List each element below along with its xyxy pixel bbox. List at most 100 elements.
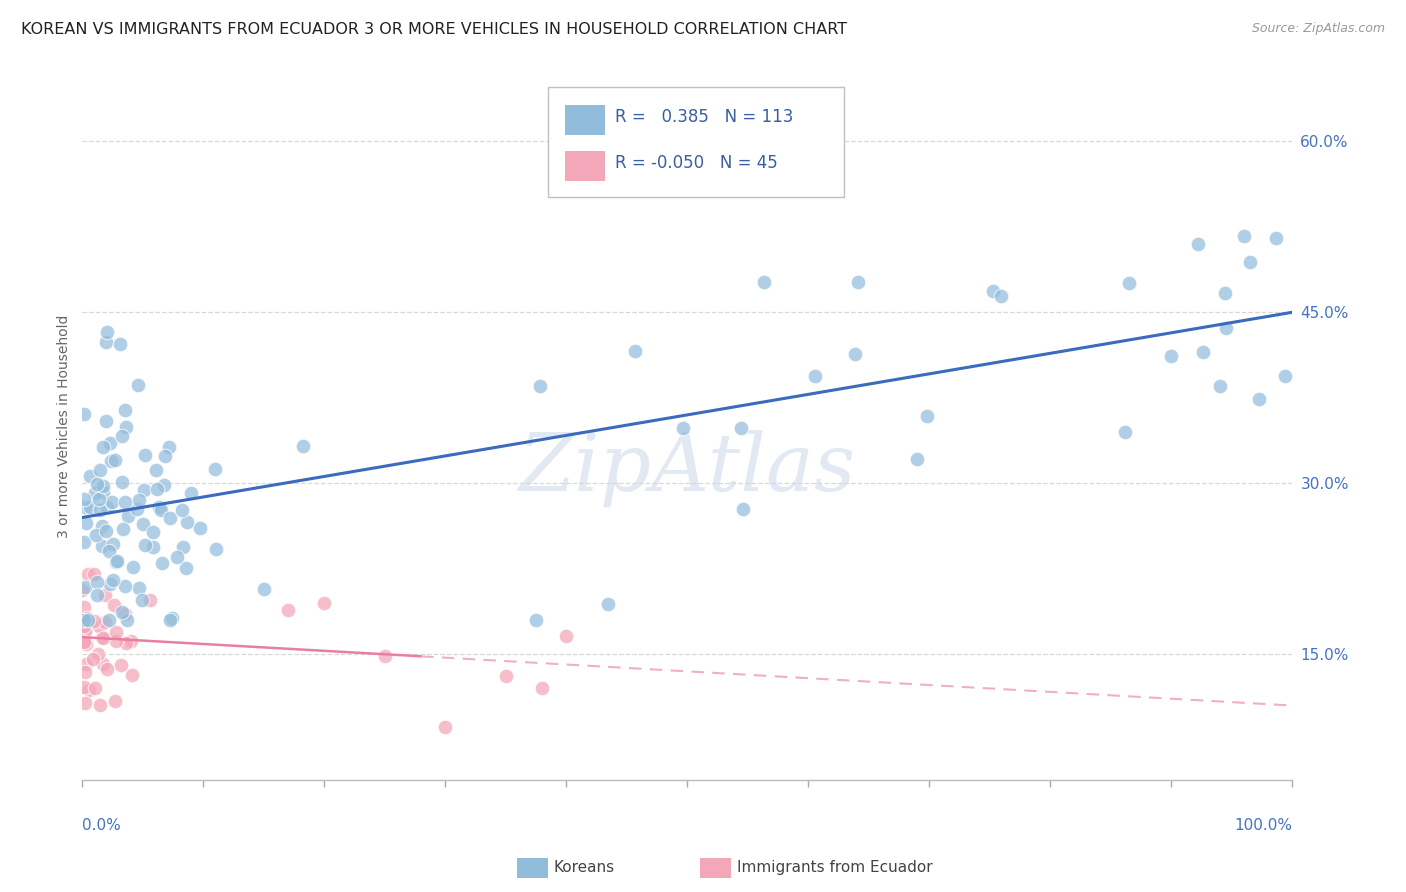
- Point: [188, 520, 211, 534]
- Point: [172, 540, 194, 554]
- Point: [277, 603, 299, 617]
- Point: [111, 429, 134, 443]
- Point: [157, 440, 180, 454]
- Point: [93, 657, 115, 671]
- Point: [89, 503, 111, 517]
- Point: [75, 637, 97, 651]
- Point: [110, 657, 132, 672]
- Point: [73, 500, 96, 515]
- Point: [1233, 229, 1256, 244]
- Point: [73, 634, 96, 648]
- Point: [75, 697, 97, 711]
- Point: [111, 606, 134, 620]
- Text: 0.0%: 0.0%: [83, 819, 121, 833]
- Point: [104, 555, 127, 569]
- Point: [84, 527, 107, 541]
- Point: [731, 502, 754, 516]
- Point: [114, 579, 136, 593]
- Point: [148, 500, 170, 514]
- Point: [1215, 285, 1237, 300]
- Point: [77, 567, 100, 582]
- Point: [75, 624, 97, 638]
- Point: [146, 482, 169, 496]
- Point: [73, 619, 96, 633]
- Point: [72, 582, 94, 597]
- Point: [159, 511, 181, 525]
- Point: [103, 537, 125, 551]
- Point: [122, 559, 145, 574]
- Point: [105, 554, 128, 568]
- Point: [844, 347, 866, 361]
- Point: [89, 698, 111, 713]
- Point: [73, 613, 96, 627]
- Point: [91, 630, 114, 644]
- Point: [73, 665, 96, 680]
- Point: [153, 449, 176, 463]
- Point: [150, 503, 173, 517]
- Point: [1209, 379, 1232, 393]
- Point: [204, 462, 226, 476]
- Point: [905, 451, 928, 466]
- Point: [101, 495, 124, 509]
- Point: [1247, 392, 1270, 407]
- Point: [117, 509, 139, 524]
- Point: [94, 588, 117, 602]
- Point: [131, 593, 153, 607]
- Point: [314, 597, 336, 611]
- Point: [98, 577, 121, 591]
- Point: [846, 275, 869, 289]
- Point: [990, 288, 1012, 302]
- Point: [111, 522, 134, 536]
- Point: [105, 633, 128, 648]
- Point: [98, 435, 121, 450]
- Point: [176, 516, 198, 530]
- Point: [89, 492, 111, 507]
- Point: [1274, 368, 1296, 383]
- Point: [170, 503, 193, 517]
- Point: [87, 618, 110, 632]
- Point: [114, 607, 136, 621]
- Text: KOREAN VS IMMIGRANTS FROM ECUADOR 3 OR MORE VEHICLES IN HOUSEHOLD CORRELATION CH: KOREAN VS IMMIGRANTS FROM ECUADOR 3 OR M…: [21, 22, 848, 37]
- Point: [84, 486, 107, 500]
- Point: [529, 379, 551, 393]
- Point: [434, 720, 457, 734]
- Point: [1118, 276, 1140, 290]
- Point: [127, 378, 149, 392]
- Point: [128, 581, 150, 595]
- Point: [79, 468, 101, 483]
- Point: [76, 611, 98, 625]
- Point: [981, 284, 1004, 298]
- Point: [530, 681, 553, 695]
- Point: [253, 582, 276, 596]
- Point: [804, 369, 827, 384]
- Point: [114, 636, 136, 650]
- Point: [96, 325, 118, 339]
- Point: [152, 477, 174, 491]
- Text: Immigrants from Ecuador: Immigrants from Ecuador: [737, 861, 932, 875]
- Text: Source: ZipAtlas.com: Source: ZipAtlas.com: [1251, 22, 1385, 36]
- Point: [86, 477, 108, 491]
- Point: [84, 681, 107, 696]
- Point: [120, 634, 142, 648]
- Point: [73, 534, 96, 549]
- Point: [91, 479, 114, 493]
- Point: [94, 334, 117, 349]
- Point: [917, 409, 939, 423]
- Point: [73, 407, 96, 421]
- Point: [72, 680, 94, 694]
- Point: [1160, 349, 1182, 363]
- Point: [166, 549, 188, 564]
- Point: [96, 662, 118, 676]
- Point: [1114, 425, 1136, 439]
- Point: [91, 440, 114, 454]
- Point: [72, 613, 94, 627]
- Point: [83, 615, 105, 629]
- Point: [91, 484, 114, 499]
- Point: [1215, 321, 1237, 335]
- Point: [1239, 255, 1261, 269]
- Point: [97, 613, 120, 627]
- Point: [75, 657, 97, 671]
- Point: [125, 502, 148, 516]
- Point: [73, 491, 96, 506]
- Point: [103, 452, 125, 467]
